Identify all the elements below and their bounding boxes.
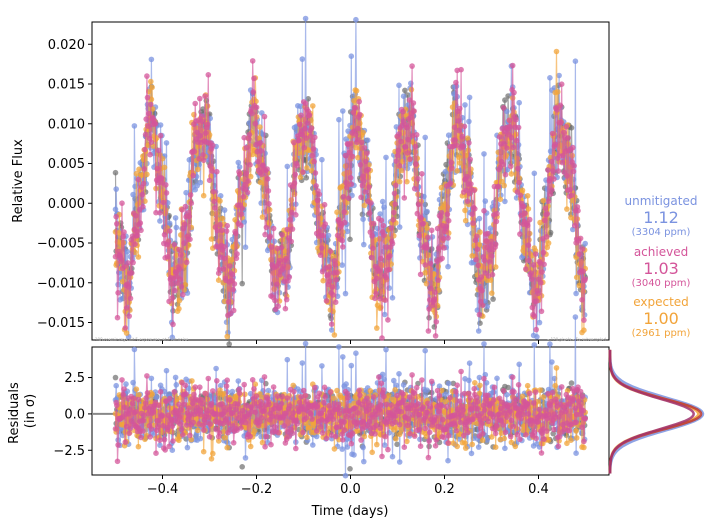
residual-point-baseline xyxy=(568,380,575,386)
light-curve-note-left: 108 cosmic rays hit 5 exposures, at 1.6σ… xyxy=(95,337,189,342)
light-curve-note-right: – 120 pixels – 5x subsampled xyxy=(547,337,606,342)
data-point-unmitigated xyxy=(342,290,349,297)
data-point-baseline xyxy=(239,280,245,287)
light-curve-y-axis-label: Relative Flux xyxy=(11,139,26,223)
residual-point-baseline xyxy=(394,441,400,448)
y-tick-label: −0.010 xyxy=(37,276,85,291)
residual-point-baseline xyxy=(347,466,353,472)
y-tick-label: −0.015 xyxy=(37,316,85,331)
y-tick-label: 0.010 xyxy=(48,117,85,132)
y-tick-label: 0.015 xyxy=(48,78,85,93)
y-tick-label: 0.005 xyxy=(48,157,85,172)
data-point-unmitigated xyxy=(484,303,491,310)
residual-point-unmitigated xyxy=(475,444,482,450)
residuals-data xyxy=(92,314,588,479)
light-curve-data xyxy=(112,15,588,347)
y-tick-label: 0.020 xyxy=(48,38,85,53)
data-point-baseline xyxy=(226,341,232,347)
y-tick-label: −0.005 xyxy=(37,237,85,252)
series-line-achieved xyxy=(114,60,586,339)
light-curve-y-ticks: −0.015 −0.010 −0.005 0.000 0.005 0.010 0.015 0.… xyxy=(37,38,92,331)
y-tick-label: 0.000 xyxy=(48,197,85,212)
data-point-unmitigated xyxy=(339,262,346,268)
residual-point-baseline xyxy=(505,384,511,391)
residual-point-baseline xyxy=(112,374,119,381)
residual-point-baseline xyxy=(239,464,245,470)
light-curve-x-ticks xyxy=(162,340,539,344)
